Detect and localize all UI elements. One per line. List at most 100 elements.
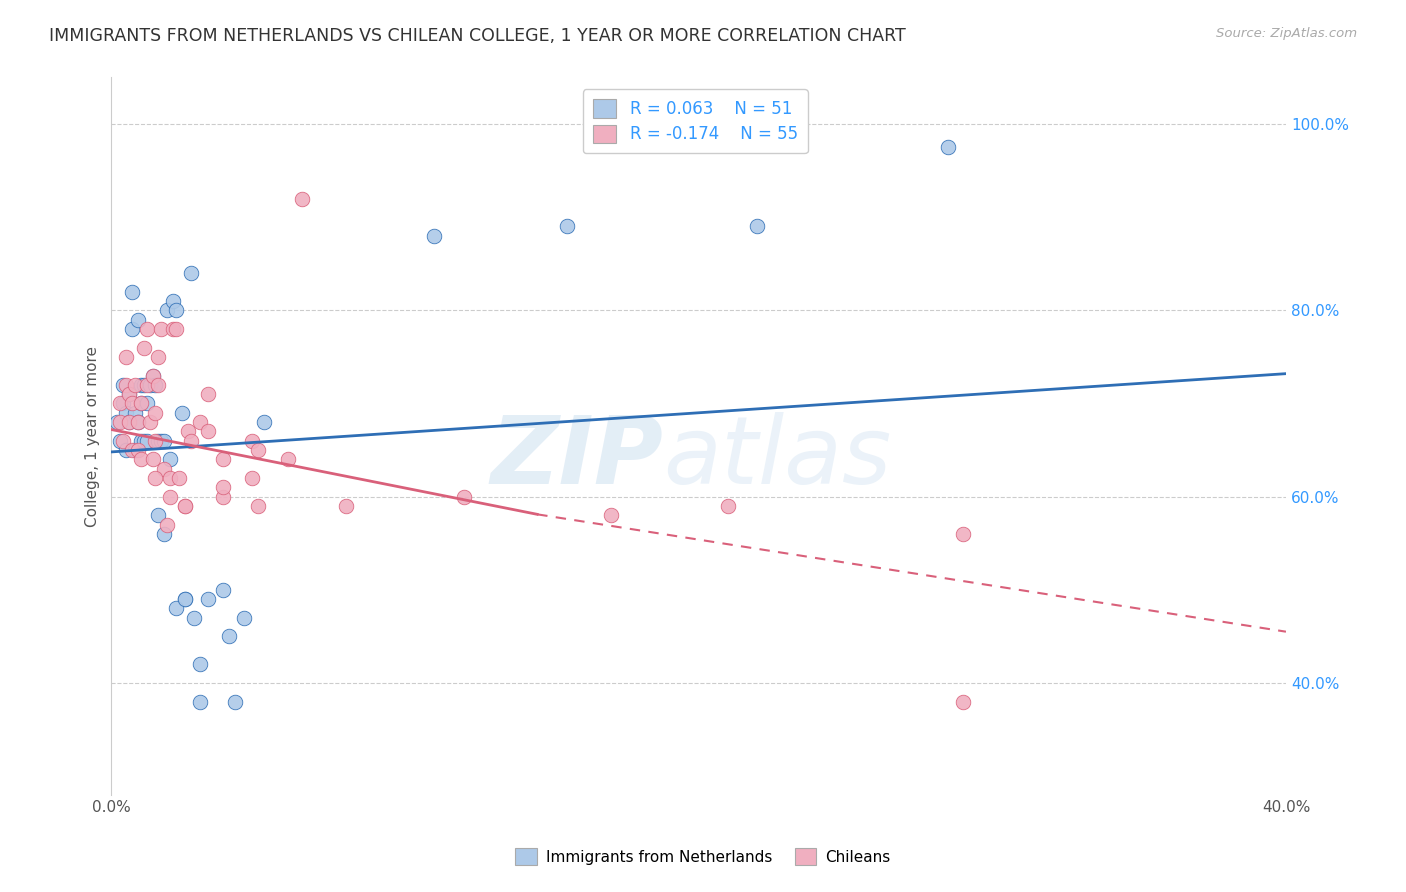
Point xyxy=(110,434,132,448)
Point xyxy=(717,499,740,513)
Point xyxy=(141,452,163,467)
Point xyxy=(115,443,138,458)
Point xyxy=(240,434,263,448)
Point xyxy=(121,322,143,336)
Point xyxy=(180,266,202,280)
Text: Source: ZipAtlas.com: Source: ZipAtlas.com xyxy=(1216,27,1357,40)
Point xyxy=(180,434,202,448)
Point xyxy=(145,471,167,485)
Point xyxy=(110,415,132,429)
Point xyxy=(148,350,170,364)
Point xyxy=(224,694,246,708)
Point xyxy=(153,434,176,448)
Point xyxy=(173,592,195,607)
Point xyxy=(132,377,155,392)
Point xyxy=(156,517,179,532)
Point xyxy=(132,341,155,355)
Point xyxy=(247,499,270,513)
Point xyxy=(121,396,143,410)
Point xyxy=(135,396,157,410)
Point xyxy=(423,228,446,243)
Point xyxy=(218,629,240,643)
Point xyxy=(188,415,211,429)
Y-axis label: College, 1 year or more: College, 1 year or more xyxy=(86,345,100,526)
Point xyxy=(148,508,170,523)
Text: atlas: atlas xyxy=(664,412,891,503)
Legend: Immigrants from Netherlands, Chileans: Immigrants from Netherlands, Chileans xyxy=(509,842,897,871)
Point xyxy=(153,527,176,541)
Point xyxy=(183,611,205,625)
Point xyxy=(121,443,143,458)
Point xyxy=(165,322,187,336)
Point xyxy=(197,425,219,439)
Text: IMMIGRANTS FROM NETHERLANDS VS CHILEAN COLLEGE, 1 YEAR OR MORE CORRELATION CHART: IMMIGRANTS FROM NETHERLANDS VS CHILEAN C… xyxy=(49,27,905,45)
Point xyxy=(129,377,152,392)
Point xyxy=(173,592,195,607)
Point xyxy=(165,303,187,318)
Point xyxy=(197,387,219,401)
Point xyxy=(127,312,149,326)
Point xyxy=(212,480,235,494)
Point xyxy=(212,490,235,504)
Point xyxy=(118,387,141,401)
Point xyxy=(150,434,173,448)
Point xyxy=(124,443,146,458)
Point xyxy=(138,377,160,392)
Point xyxy=(747,219,769,234)
Point xyxy=(177,425,200,439)
Point xyxy=(156,303,179,318)
Point xyxy=(127,415,149,429)
Point xyxy=(105,415,128,429)
Point xyxy=(135,377,157,392)
Point xyxy=(112,377,135,392)
Point xyxy=(132,434,155,448)
Point xyxy=(129,434,152,448)
Point xyxy=(145,406,167,420)
Point xyxy=(952,694,974,708)
Point xyxy=(110,396,132,410)
Point xyxy=(936,140,959,154)
Point xyxy=(150,322,173,336)
Point xyxy=(277,452,299,467)
Point xyxy=(253,415,276,429)
Point xyxy=(145,377,167,392)
Point xyxy=(118,415,141,429)
Point xyxy=(167,471,190,485)
Point xyxy=(212,452,235,467)
Point xyxy=(291,192,314,206)
Point xyxy=(232,611,254,625)
Point xyxy=(555,219,578,234)
Point xyxy=(188,657,211,672)
Point xyxy=(148,434,170,448)
Point xyxy=(141,368,163,383)
Point xyxy=(115,377,138,392)
Point xyxy=(141,368,163,383)
Point xyxy=(124,377,146,392)
Point xyxy=(599,508,621,523)
Legend: R = 0.063    N = 51, R = -0.174    N = 55: R = 0.063 N = 51, R = -0.174 N = 55 xyxy=(583,89,808,153)
Point xyxy=(135,322,157,336)
Point xyxy=(127,415,149,429)
Point xyxy=(173,499,195,513)
Point xyxy=(188,694,211,708)
Point xyxy=(115,406,138,420)
Point xyxy=(124,406,146,420)
Point xyxy=(335,499,357,513)
Point xyxy=(129,452,152,467)
Point xyxy=(240,471,263,485)
Point xyxy=(145,434,167,448)
Point xyxy=(138,415,160,429)
Point xyxy=(247,443,270,458)
Point xyxy=(159,490,181,504)
Point xyxy=(159,452,181,467)
Point xyxy=(453,490,475,504)
Point xyxy=(135,434,157,448)
Point xyxy=(118,387,141,401)
Point xyxy=(165,601,187,615)
Point xyxy=(153,461,176,475)
Point xyxy=(129,396,152,410)
Point xyxy=(170,406,193,420)
Point xyxy=(115,350,138,364)
Point xyxy=(159,471,181,485)
Point xyxy=(212,582,235,597)
